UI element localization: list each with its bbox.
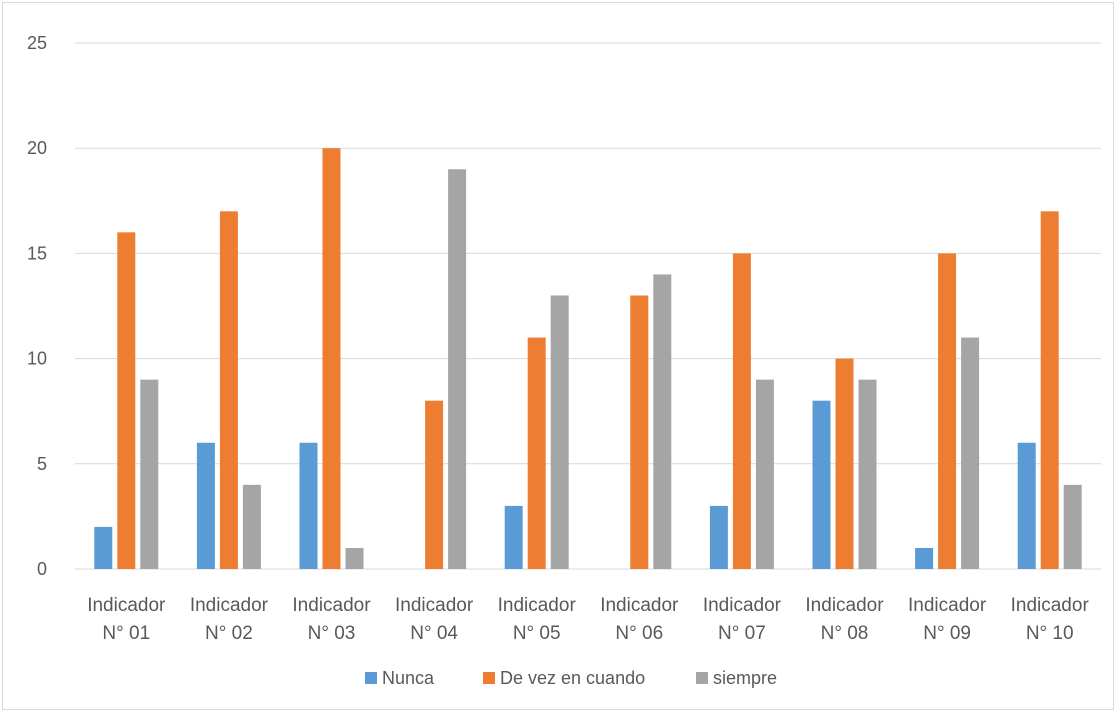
bar-siempre-7	[755, 379, 774, 569]
legend-label: siempre	[713, 668, 777, 688]
bar-de-vez-en-cuando-6	[630, 295, 649, 569]
bar-siempre-4	[448, 169, 467, 570]
x-tick-label: N° 04	[410, 623, 458, 644]
bar-siempre-5	[550, 295, 569, 569]
x-tick-label: N° 07	[718, 623, 766, 644]
legend-label: De vez en cuando	[500, 668, 645, 688]
x-tick-label: N° 06	[615, 623, 663, 644]
bars	[94, 148, 1082, 570]
bar-nunca-8	[812, 400, 831, 569]
bar-nunca-5	[504, 505, 523, 569]
bar-nunca-7	[709, 505, 728, 569]
bar-de-vez-en-cuando-9	[938, 253, 957, 569]
x-tick-label: N° 10	[1026, 623, 1074, 644]
x-tick-label: Indicador	[292, 595, 371, 616]
x-tick-label: Indicador	[805, 595, 884, 616]
x-tick-label: N° 02	[205, 623, 253, 644]
bar-nunca-3	[299, 442, 318, 569]
legend-item-siempre[interactable]: siempre	[696, 668, 777, 688]
bar-nunca-10	[1017, 442, 1036, 569]
x-tick-label: Indicador	[87, 595, 166, 616]
y-tick-label: 25	[27, 33, 47, 53]
x-tick-label: Indicador	[395, 595, 474, 616]
x-tick-label: Indicador	[908, 595, 987, 616]
legend-label: Nunca	[382, 668, 435, 688]
x-tick-label: Indicador	[498, 595, 577, 616]
x-tick-label: Indicador	[1011, 595, 1090, 616]
legend[interactable]: Nunca De vez en cuando siempre	[365, 668, 777, 688]
bar-de-vez-en-cuando-5	[527, 337, 546, 569]
y-tick-label: 15	[27, 243, 47, 263]
bar-de-vez-en-cuando-10	[1040, 211, 1059, 569]
bar-de-vez-en-cuando-1	[117, 232, 136, 570]
bar-siempre-8	[858, 379, 877, 569]
bar-siempre-9	[961, 337, 980, 569]
legend-swatch	[696, 672, 708, 684]
bar-de-vez-en-cuando-7	[732, 253, 751, 569]
legend-item-nunca[interactable]: Nunca	[365, 668, 435, 688]
bar-de-vez-en-cuando-8	[835, 358, 854, 569]
bar-nunca-9	[915, 547, 934, 569]
x-axis-labels: Indicador N° 01 Indicador N° 02 Indicador N° …	[87, 595, 1089, 644]
x-tick-label: Indicador	[600, 595, 679, 616]
y-tick-label: 20	[27, 138, 47, 158]
bar-siempre-10	[1063, 484, 1082, 569]
y-tick-label: 10	[27, 349, 47, 369]
bar-de-vez-en-cuando-3	[322, 148, 341, 569]
legend-swatch	[365, 672, 377, 684]
y-axis-ticks: 0 5 10 15 20 25	[27, 33, 47, 579]
y-tick-label: 5	[37, 454, 47, 474]
bar-de-vez-en-cuando-2	[219, 211, 238, 569]
x-tick-label: N° 03	[308, 623, 356, 644]
bar-siempre-3	[345, 547, 364, 569]
x-tick-label: Indicador	[190, 595, 269, 616]
x-tick-label: Indicador	[703, 595, 782, 616]
bar-siempre-2	[242, 484, 261, 569]
bar-siempre-6	[653, 274, 672, 569]
x-tick-label: N° 08	[821, 623, 869, 644]
x-tick-label: N° 09	[923, 623, 971, 644]
bar-nunca-1	[94, 526, 113, 569]
bar-siempre-1	[140, 379, 159, 569]
x-tick-label: N° 05	[513, 623, 561, 644]
legend-swatch	[483, 672, 495, 684]
bar-de-vez-en-cuando-4	[425, 400, 444, 569]
bar-nunca-2	[196, 442, 215, 569]
x-tick-label: N° 01	[102, 623, 150, 644]
y-tick-label: 0	[37, 559, 47, 579]
legend-item-de-vez-en-cuando[interactable]: De vez en cuando	[483, 668, 645, 688]
